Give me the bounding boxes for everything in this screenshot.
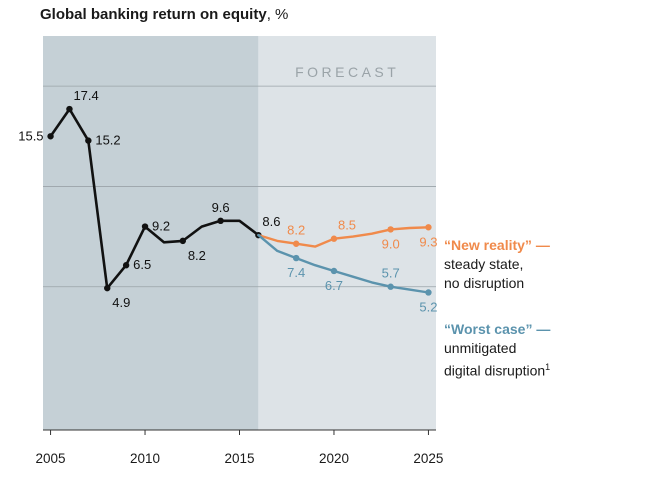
x-tick-label: 2010: [130, 451, 160, 466]
data-point-marker: [217, 217, 224, 225]
data-point-marker: [330, 267, 338, 275]
legend-new-reality-line2: no disruption: [444, 275, 525, 291]
data-point-marker: [122, 262, 130, 269]
data-label: 15.5: [18, 128, 43, 143]
data-label: 4.9: [112, 295, 130, 310]
data-point-marker: [141, 223, 149, 230]
data-label: 15.2: [95, 133, 120, 148]
legend-new-reality: “New reality” — steady state, no disrupt…: [444, 236, 550, 293]
data-label: 9.0: [382, 236, 400, 251]
forecast-period-background: [258, 36, 436, 430]
data-point-marker: [179, 237, 187, 245]
data-point-marker: [330, 235, 338, 242]
x-tick-label: 2015: [224, 451, 254, 466]
legend-worst-case-title: “Worst case”: [444, 321, 533, 337]
data-point-marker: [425, 289, 432, 296]
data-point-marker: [425, 224, 432, 231]
data-point-marker: [387, 283, 394, 290]
chart-title-unit: , %: [266, 6, 289, 23]
x-tick-label: 2005: [36, 451, 66, 466]
legend-new-reality-line1: steady state,: [444, 256, 524, 272]
data-label: 9.3: [419, 234, 437, 249]
data-point-marker: [387, 226, 394, 233]
data-label: 7.4: [287, 265, 305, 280]
data-label: 8.6: [262, 214, 280, 229]
data-label: 8.2: [287, 223, 305, 238]
chart-title: Global banking return on equity, %: [40, 6, 288, 23]
data-point-marker: [104, 284, 111, 292]
data-label: 9.6: [212, 200, 230, 215]
legend-new-reality-dash: —: [531, 237, 550, 253]
legend-new-reality-title: “New reality”: [444, 237, 532, 253]
data-label: 6.5: [133, 257, 151, 272]
x-tick-label: 2020: [319, 451, 349, 466]
data-label: 9.2: [152, 219, 170, 234]
data-point-marker: [292, 254, 300, 262]
data-label: 6.7: [325, 278, 343, 293]
data-label: 17.4: [73, 88, 98, 103]
legend-worst-case: “Worst case” — unmitigated digital disru…: [444, 320, 550, 381]
data-label: 5.2: [419, 299, 437, 314]
data-label: 8.2: [188, 248, 206, 263]
data-point-marker: [47, 133, 54, 140]
legend-worst-case-dash: —: [532, 321, 551, 337]
series-line-2: [257, 233, 430, 294]
data-point-marker: [85, 137, 92, 144]
chart-title-main: Global banking return on equity: [40, 6, 267, 23]
data-point-marker: [66, 105, 73, 113]
legend-worst-case-footnote: 1: [545, 362, 551, 372]
series-line-1: [257, 226, 430, 248]
data-point-marker: [292, 240, 300, 247]
forecast-label: FORECAST: [295, 64, 399, 80]
x-tick-label: 2025: [413, 451, 443, 466]
legend-worst-case-line2: digital disruption: [444, 362, 546, 379]
data-label: 5.7: [382, 266, 400, 281]
legend-worst-case-line1: unmitigated: [444, 340, 517, 356]
data-label: 8.5: [338, 218, 356, 233]
